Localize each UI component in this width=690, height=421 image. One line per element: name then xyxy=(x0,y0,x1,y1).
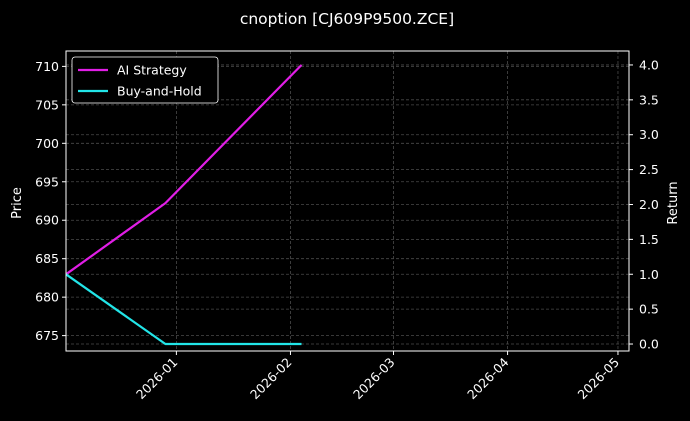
y2-tick-label: 2.5 xyxy=(639,162,659,177)
y-tick-label: 705 xyxy=(35,97,59,112)
y2-tick-label: 3.0 xyxy=(639,127,659,142)
y2-tick-label: 2.0 xyxy=(639,197,659,212)
y2-tick-label: 0.5 xyxy=(639,302,659,317)
y-tick-label: 685 xyxy=(35,251,59,266)
y-axis-left: 675 680 685 690 695 700 705 710 xyxy=(35,59,66,343)
y2-tick-label: 4.0 xyxy=(639,57,659,72)
y-tick-label: 690 xyxy=(35,213,59,228)
x-tick-label: 2026-05 xyxy=(575,355,623,403)
grid xyxy=(66,51,629,351)
x-tick-label: 2026-04 xyxy=(464,354,512,402)
y2-axis-title: Return xyxy=(666,181,681,224)
series-line-buy-and-hold xyxy=(65,273,302,346)
legend-box xyxy=(71,56,219,104)
y2-tick-label: 3.5 xyxy=(639,92,659,107)
series-layer xyxy=(65,64,303,346)
x-axis: 2026-01 2026-02 2026-03 2026-04 2026-05 xyxy=(133,351,622,402)
y2-tick-label: 0.0 xyxy=(639,337,659,352)
y-axis-right: 0.0 0.5 1.0 1.5 2.0 2.5 3.0 3.5 4.0 xyxy=(629,57,659,352)
y2-tick-label: 1.0 xyxy=(639,267,659,282)
y-tick-label: 710 xyxy=(35,59,59,74)
plot-frame xyxy=(65,50,630,352)
y-tick-label: 680 xyxy=(35,290,59,305)
y-tick-label: 695 xyxy=(35,174,59,189)
y-axis-title: Price xyxy=(10,187,25,219)
y2-tick-label: 1.5 xyxy=(639,232,659,247)
legend-label: AI Strategy xyxy=(117,63,187,78)
series-line-ai-strategy xyxy=(65,64,303,276)
x-tick-label: 2026-03 xyxy=(350,355,398,403)
legend-label: Buy-and-Hold xyxy=(117,84,202,99)
chart-title: cnoption [CJ609P9500.ZCE] xyxy=(240,10,454,28)
y-tick-label: 675 xyxy=(35,328,59,343)
legend: AI Strategy Buy-and-Hold xyxy=(71,56,219,104)
x-tick-label: 2026-01 xyxy=(133,355,181,403)
x-tick-label: 2026-02 xyxy=(247,355,295,403)
y-tick-label: 700 xyxy=(35,136,59,151)
